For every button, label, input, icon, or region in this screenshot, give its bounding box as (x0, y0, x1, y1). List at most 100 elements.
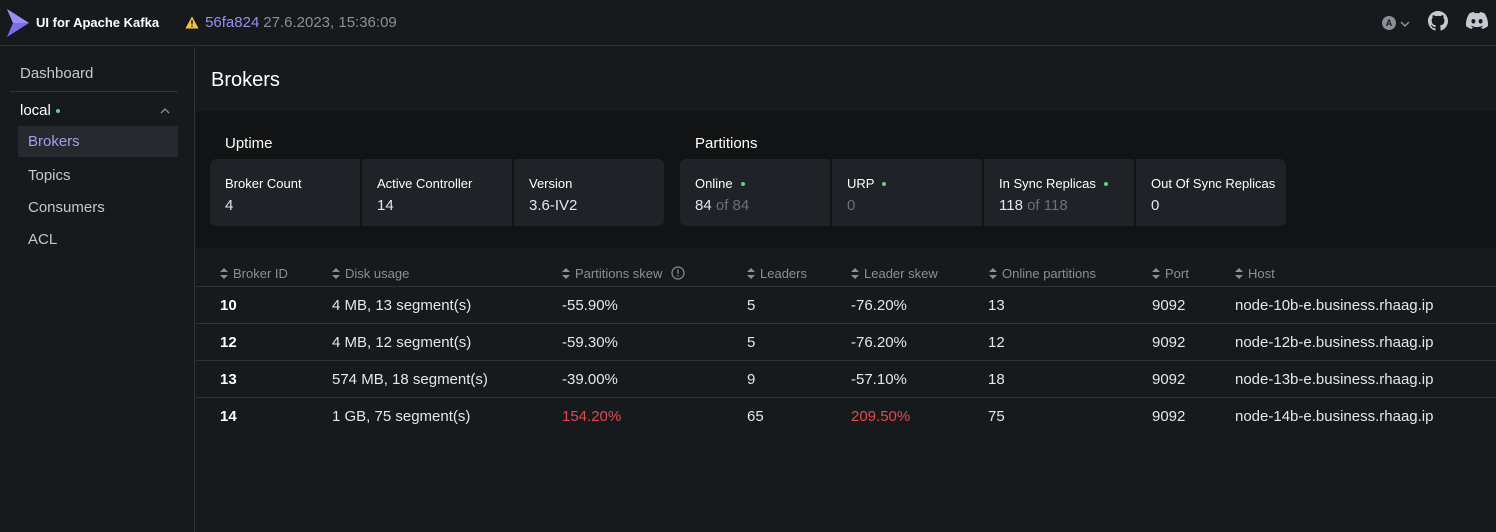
cell-port: 9092 (1152, 297, 1186, 314)
status-dot (1103, 181, 1108, 186)
cell-online-partitions: 13 (988, 297, 1005, 314)
sidebar-item-acl[interactable]: ACL (18, 224, 178, 255)
sort-icon (1152, 267, 1160, 279)
cell-leaders: 5 (747, 334, 756, 351)
cell-partitions-skew: -39.00% (562, 371, 618, 388)
metric-value: 118 (999, 197, 1023, 214)
sort-icon (851, 267, 859, 279)
cell-broker-id[interactable]: 13 (220, 371, 237, 388)
github-icon[interactable] (1428, 10, 1448, 36)
commit-link[interactable]: 56fa824 (205, 14, 260, 31)
chevron-down-icon (1400, 14, 1410, 32)
column-label: Leaders (760, 265, 807, 281)
sidebar-item-label: ACL (28, 231, 58, 248)
uptime-cards: Broker Count 4 Active Controller 14 Vers… (210, 159, 664, 226)
metric-card-active-controller: Active Controller 14 (362, 159, 512, 226)
cell-disk-usage: 4 MB, 13 segment(s) (332, 297, 472, 314)
metric-card-out-of-sync-replicas: Out Of Sync Replicas 0 (1136, 159, 1286, 226)
warning-icon (185, 16, 199, 29)
table-row[interactable]: 10 4 MB, 13 segment(s) -55.90% 5 -76.20%… (196, 287, 1496, 324)
cell-broker-id[interactable]: 10 (220, 297, 237, 314)
metric-label: Version (529, 176, 573, 191)
cluster-toggle[interactable]: local (20, 102, 170, 119)
top-right-controls: A (1382, 0, 1489, 46)
metrics-panel: Uptime Broker Count 4 Active Controller … (196, 111, 1496, 248)
cell-partitions-skew: 154.20% (562, 408, 622, 425)
cell-broker-id[interactable]: 14 (220, 408, 237, 425)
column-header-port[interactable]: Port (1152, 259, 1189, 287)
sort-icon (332, 267, 340, 279)
cell-leaders: 5 (747, 297, 756, 314)
cell-host: node-12b-e.business.rhaag.ip (1235, 334, 1434, 351)
partitions-title: Partitions (695, 135, 758, 152)
sidebar-item-label: Consumers (28, 199, 105, 216)
cell-leader-skew: -76.20% (851, 334, 907, 351)
table-row[interactable]: 12 4 MB, 12 segment(s) -59.30% 5 -76.20%… (196, 324, 1496, 361)
sidebar-item-brokers[interactable]: Brokers (18, 126, 178, 157)
cell-disk-usage: 574 MB, 18 segment(s) (332, 371, 488, 388)
column-header-disk-usage[interactable]: Disk usage (332, 259, 409, 287)
chevron-up-icon (160, 107, 170, 114)
page-title: Brokers (211, 69, 280, 91)
metric-label: URP (847, 176, 875, 191)
metric-card-online: Online 84 of 84 (680, 159, 830, 226)
table-row[interactable]: 14 1 GB, 75 segment(s) 154.20% 65 209.50… (196, 398, 1496, 435)
discord-icon[interactable] (1466, 12, 1489, 34)
column-header-leader-skew[interactable]: Leader skew (851, 259, 938, 287)
sort-icon (747, 267, 755, 279)
metric-label: Online (695, 176, 733, 191)
metric-value: 3.6-IV2 (529, 197, 578, 214)
metric-card-broker-count: Broker Count 4 (210, 159, 360, 226)
kafka-ui-logo-icon[interactable] (6, 8, 30, 38)
cell-leaders: 65 (747, 408, 764, 425)
metric-suffix: of 84 (715, 197, 750, 214)
status-dot (740, 181, 745, 186)
version-info: 56fa824 27.6.2023, 15:36:09 (185, 14, 397, 31)
metric-card-in-sync-replicas: In Sync Replicas 118 of 118 (984, 159, 1134, 226)
metric-card-urp: URP 0 (832, 159, 982, 226)
column-label: Broker ID (233, 265, 288, 281)
cell-host: node-14b-e.business.rhaag.ip (1235, 408, 1434, 425)
cluster-name: local (20, 102, 51, 119)
sidebar-item-topics[interactable]: Topics (18, 160, 178, 191)
cell-host: node-10b-e.business.rhaag.ip (1235, 297, 1434, 314)
column-header-broker-id[interactable]: Broker ID (220, 259, 288, 287)
status-dot (882, 181, 887, 186)
uptime-title: Uptime (225, 135, 273, 152)
info-icon[interactable] (671, 266, 686, 280)
cell-online-partitions: 18 (988, 371, 1005, 388)
cell-port: 9092 (1152, 371, 1186, 388)
metric-suffix: 0 (847, 197, 856, 214)
sidebar-item-label: Brokers (28, 133, 80, 150)
table-row[interactable]: 13 574 MB, 18 segment(s) -39.00% 9 -57.1… (196, 361, 1496, 398)
cell-leader-skew: -57.10% (851, 371, 907, 388)
metric-label: Active Controller (377, 176, 473, 191)
cell-disk-usage: 1 GB, 75 segment(s) (332, 408, 471, 425)
cell-leaders: 9 (747, 371, 756, 388)
cell-leader-skew: 209.50% (851, 408, 911, 425)
app-title[interactable]: UI for Apache Kafka (36, 15, 160, 30)
sort-icon (220, 267, 228, 279)
user-menu[interactable]: A (1382, 14, 1410, 32)
cell-port: 9092 (1152, 334, 1186, 351)
cell-partitions-skew: -55.90% (562, 297, 618, 314)
metric-value: 0 (1151, 197, 1160, 214)
cell-leader-skew: -76.20% (851, 297, 907, 314)
column-header-host[interactable]: Host (1235, 259, 1275, 287)
sidebar-item-consumers[interactable]: Consumers (18, 192, 178, 223)
build-date: 27.6.2023, 15:36:09 (263, 14, 397, 31)
cell-port: 9092 (1152, 408, 1186, 425)
column-header-leaders[interactable]: Leaders (747, 259, 807, 287)
metric-label: Out Of Sync Replicas (1151, 176, 1276, 191)
column-header-partitions-skew[interactable]: Partitions skew (562, 259, 686, 287)
main-content: Brokers Uptime Broker Count 4 Active Con… (196, 47, 1496, 532)
metric-suffix: of 118 (1027, 197, 1068, 214)
sort-icon (989, 267, 997, 279)
cluster-status-dot (55, 108, 60, 113)
sidebar-item-dashboard[interactable]: Dashboard (20, 65, 94, 82)
column-label: Port (1165, 265, 1189, 281)
sidebar: Dashboard local Brokers Topics Consumers… (0, 47, 195, 532)
sort-icon (1235, 267, 1243, 279)
column-header-online-partitions[interactable]: Online partitions (989, 259, 1096, 287)
cell-broker-id[interactable]: 12 (220, 334, 237, 351)
